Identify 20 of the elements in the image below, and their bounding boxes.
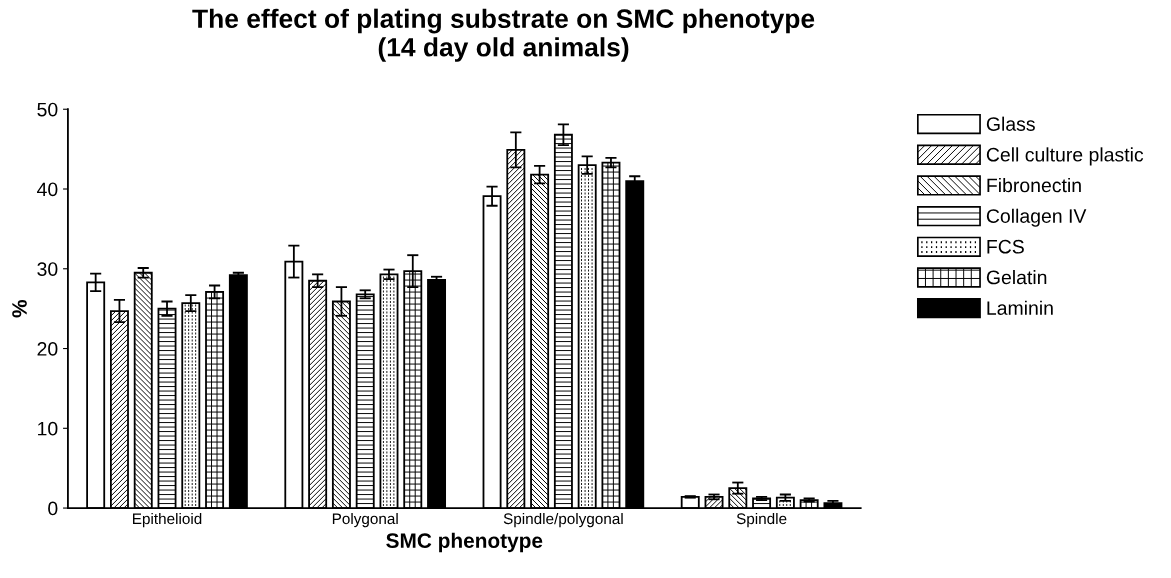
y-tick-label: 40 xyxy=(37,182,58,197)
x-tick-label: Spindle xyxy=(736,512,787,528)
legend-label: Glass xyxy=(986,116,1035,131)
chart-title: The effect of plating substrate on SMC phenotype (14 day old animals) xyxy=(192,8,815,62)
legend-label: Collagen IV xyxy=(986,208,1087,227)
y-axis-title: % xyxy=(12,299,27,318)
y-tick-label: 10 xyxy=(38,421,58,436)
legend-label: Cell culture plastic xyxy=(986,147,1144,166)
legend-label: FCS xyxy=(987,239,1024,254)
legend-label: Fibronectin xyxy=(987,177,1081,193)
legend-label: Laminin xyxy=(987,300,1053,315)
x-tick-label: Epithelioid xyxy=(133,512,202,528)
y-tick-label: 0 xyxy=(48,501,58,516)
y-tick-label: 20 xyxy=(37,342,58,356)
legend-label: Gelatin xyxy=(986,270,1047,285)
y-tick-label: 30 xyxy=(37,262,58,277)
x-tick-label: Spindle/polygonal xyxy=(503,512,623,528)
x-axis-title: SMC phenotype xyxy=(386,532,543,553)
y-tick-label: 50 xyxy=(37,102,58,117)
x-tick-label: Polygonal xyxy=(332,512,398,528)
